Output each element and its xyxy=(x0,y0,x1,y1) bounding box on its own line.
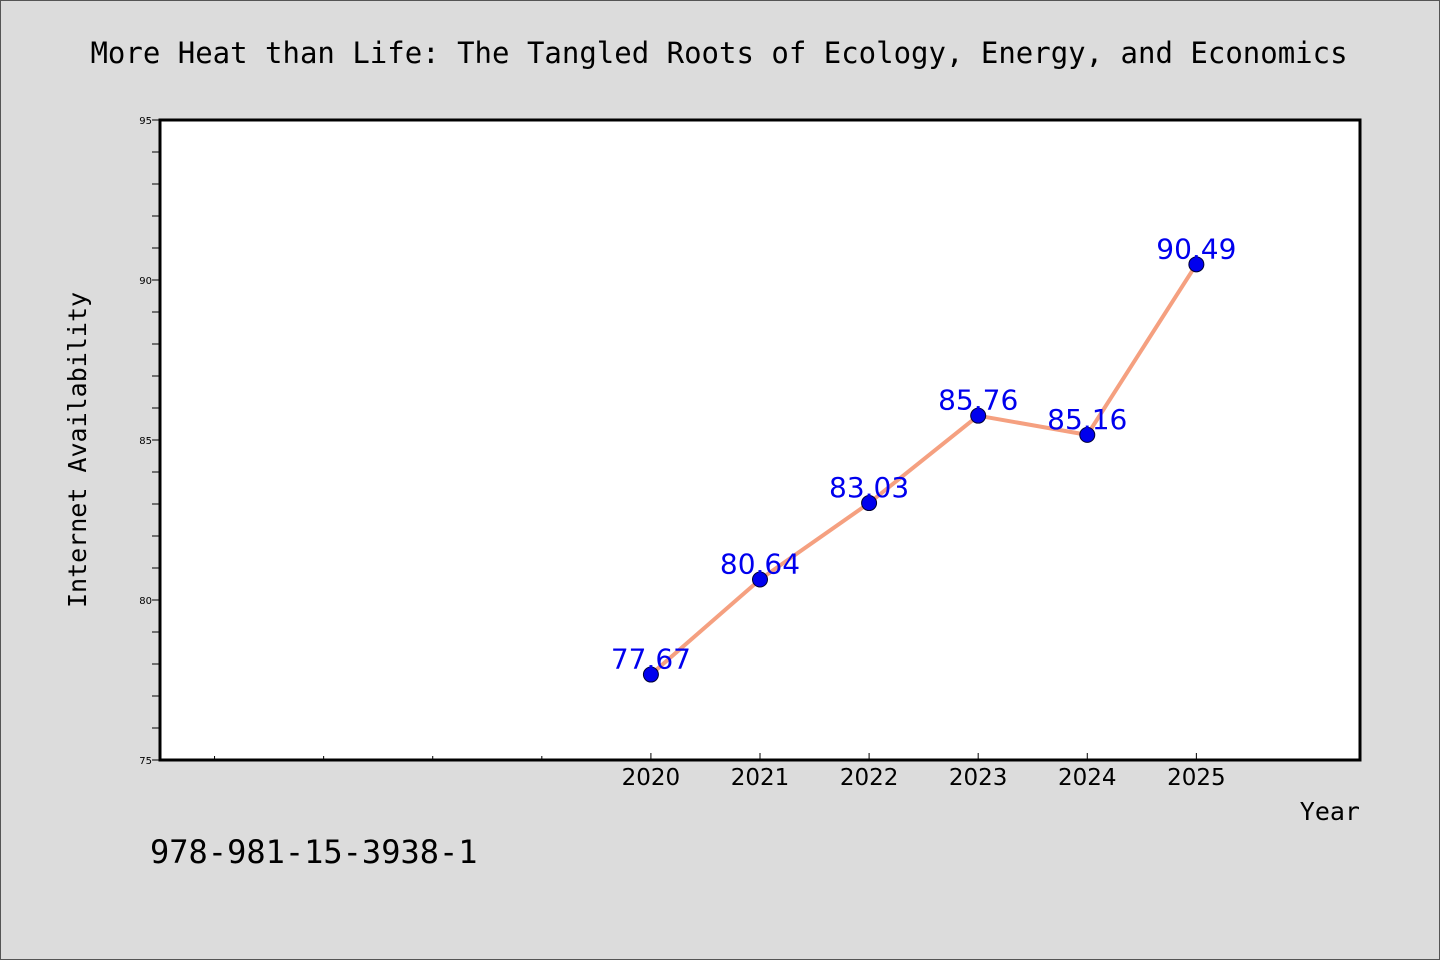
x-tick-label: 2022 xyxy=(840,765,899,791)
y-tick-label: 75 xyxy=(139,756,152,767)
data-point xyxy=(752,571,768,588)
y-tick-label: 90 xyxy=(139,276,152,287)
data-label: 80.64 xyxy=(720,548,800,581)
x-tick-label: 2021 xyxy=(731,765,790,791)
x-tick-label: 2024 xyxy=(1058,765,1117,791)
data-label: 77.67 xyxy=(611,643,691,676)
data-label: 85.16 xyxy=(1047,403,1127,436)
data-label: 85.76 xyxy=(938,384,1018,417)
y-tick-label: 80 xyxy=(139,596,152,607)
x-axis: 2020 2021 2022 2023 2024 2025 xyxy=(214,753,1226,791)
data-point xyxy=(1079,426,1096,443)
plot-area xyxy=(158,118,1362,762)
y-tick-label: 95 xyxy=(139,116,152,127)
isbn-text: 978-981-15-3938-1 xyxy=(150,833,478,871)
series-line xyxy=(648,262,1199,677)
y-axis: 75 80 85 90 95 xyxy=(139,116,160,767)
x-tick-label: 2025 xyxy=(1167,765,1226,791)
series-group: 77.67 80.64 83.03 85.76 85.16 90.49 xyxy=(611,232,1236,683)
data-point xyxy=(1188,256,1205,273)
y-axis-label: Internet Availability xyxy=(63,292,92,608)
data-label: 83.03 xyxy=(829,471,909,504)
chart-title: More Heat than Life: The Tangled Roots o… xyxy=(90,36,1347,70)
data-point xyxy=(970,407,987,424)
data-point xyxy=(642,666,659,683)
x-axis-label: Year xyxy=(1300,797,1360,826)
data-point xyxy=(861,495,878,512)
data-label: 90.49 xyxy=(1156,232,1236,265)
y-tick-label: 85 xyxy=(139,436,152,447)
x-tick-label: 2023 xyxy=(949,765,1008,791)
x-tick-label: 2020 xyxy=(622,765,681,791)
